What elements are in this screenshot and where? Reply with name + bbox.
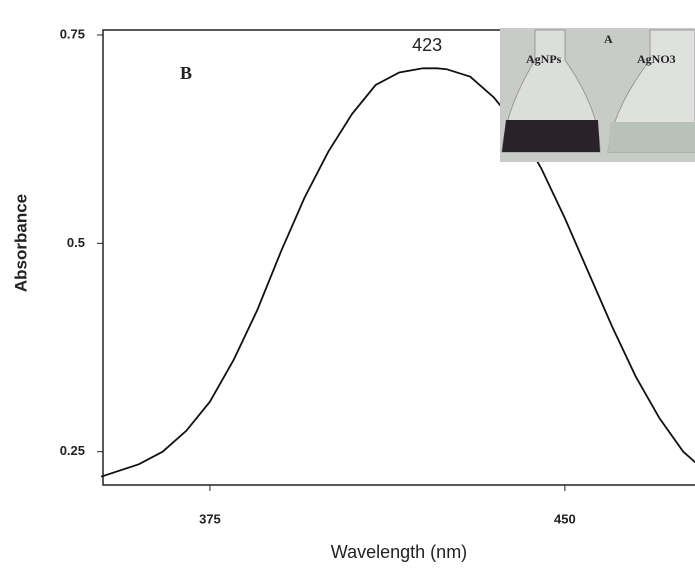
peak-label: 423 [412, 35, 442, 55]
flask-liquid [502, 120, 600, 152]
inset-label: AgNPs [526, 52, 562, 66]
x-axis-title: Wavelength (nm) [331, 542, 467, 562]
inset-photo: AgNPs A AgNO3 [500, 28, 695, 162]
axis-frame [102, 29, 695, 486]
y-tick-label: 0.5 [67, 235, 85, 250]
x-tick-label: 375 [199, 511, 221, 526]
panel-label: B [180, 63, 192, 83]
x-tick-label: 450 [554, 511, 576, 526]
y-tick-label: 0.25 [60, 443, 85, 458]
inset-panel-label: A [604, 32, 613, 46]
y-axis-title: Absorbance [11, 194, 30, 292]
axes: 0.25 0.5 0.75 375 450 423 [60, 26, 695, 526]
inset-label: AgNO3 [637, 52, 676, 66]
spectrum-line [100, 67, 695, 478]
y-tick-label: 0.75 [60, 26, 85, 41]
flask-liquid [608, 122, 695, 152]
